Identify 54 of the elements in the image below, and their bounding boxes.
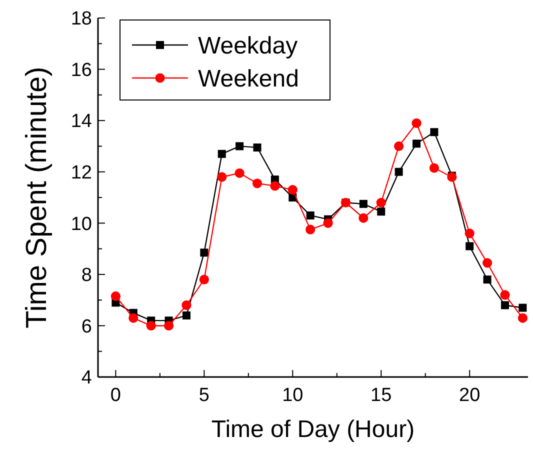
point	[394, 168, 403, 176]
point	[518, 313, 528, 323]
point	[500, 301, 509, 310]
y-tick-label: 4	[81, 368, 92, 389]
point	[429, 163, 440, 173]
point	[253, 143, 262, 152]
x-tick-label: 15	[370, 385, 392, 406]
y-tick-label: 6	[81, 316, 92, 338]
point	[464, 228, 474, 238]
point	[199, 274, 209, 284]
point	[252, 178, 262, 188]
x-tick-label: 10	[282, 385, 304, 406]
point	[466, 242, 474, 250]
point	[482, 258, 492, 268]
y-axis-title: Time Spent (minute)	[21, 66, 53, 328]
point	[323, 218, 333, 228]
point	[110, 291, 120, 302]
legend-label: Weekend	[198, 65, 299, 92]
point	[164, 320, 174, 331]
point	[288, 185, 298, 195]
x-tick-label: 0	[110, 385, 121, 406]
x-axis-title: Time of Day (Hour)	[211, 416, 415, 443]
point	[218, 150, 226, 158]
point	[236, 142, 244, 150]
y-tick-label: 14	[70, 111, 92, 132]
point	[217, 172, 227, 182]
point	[146, 320, 156, 331]
y-tick-label: 12	[70, 162, 92, 184]
point	[430, 128, 438, 136]
point	[358, 213, 368, 223]
y-tick-label: 16	[70, 60, 92, 81]
point	[412, 118, 422, 128]
y-tick-label: 8	[81, 265, 92, 286]
point	[394, 141, 404, 152]
y-tick-label: 10	[70, 214, 92, 235]
point	[182, 311, 190, 320]
point	[483, 276, 492, 284]
point	[376, 198, 386, 208]
y-tick-label: 18	[70, 8, 92, 30]
point	[412, 140, 421, 148]
point	[234, 168, 244, 178]
point	[306, 224, 316, 234]
point	[518, 304, 527, 312]
legend-label: Weekday	[198, 32, 298, 60]
x-tick-label: 5	[198, 385, 210, 406]
point	[377, 208, 386, 216]
point	[200, 248, 208, 257]
point	[500, 290, 510, 300]
point	[359, 200, 368, 208]
point	[306, 211, 314, 220]
point	[182, 300, 192, 310]
point	[270, 181, 280, 191]
point	[128, 313, 138, 323]
x-tick-label: 20	[459, 385, 480, 406]
